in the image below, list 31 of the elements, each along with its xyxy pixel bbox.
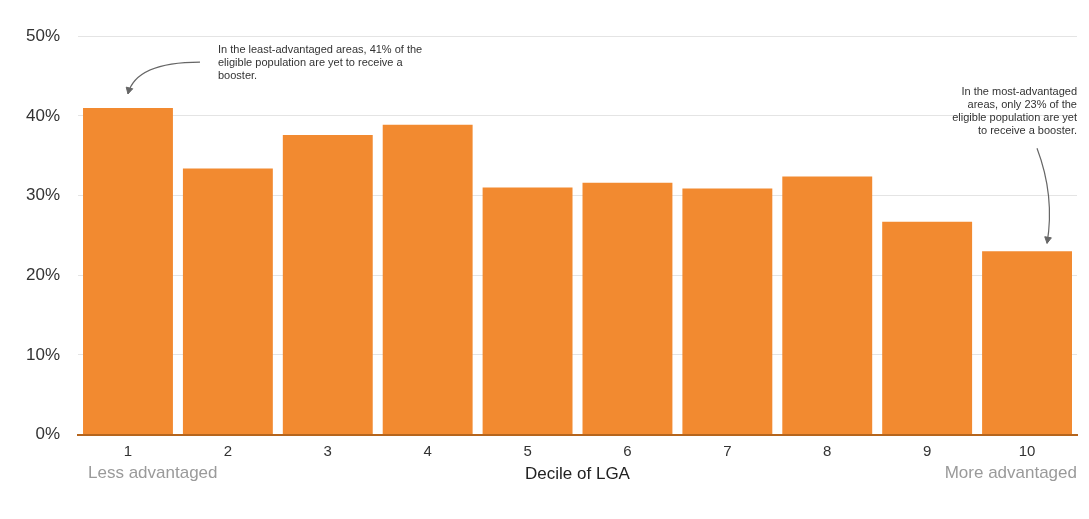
text: Less advantaged [88, 462, 218, 482]
annotation: In the least-advantaged areas, 41% of the eligible population are yet to receive a booster. [217, 42, 423, 81]
x-tick-label: 9 [922, 441, 932, 459]
x-tick-label: 6 [623, 441, 632, 459]
bar [982, 251, 1073, 435]
bar [182, 168, 273, 435]
x-tick-label: 4 [423, 441, 432, 459]
bar [382, 124, 473, 435]
x-tick-label: 3 [323, 441, 332, 459]
x-tick-label: 5 [523, 441, 532, 459]
x-tick-label: 10 [1018, 441, 1036, 459]
y-tick-label: 0% [35, 424, 61, 444]
y-tick-label: 10% [25, 344, 61, 364]
text: More advantaged [944, 462, 1077, 482]
bar [83, 107, 173, 435]
y-tick-label: 30% [25, 185, 61, 205]
x-tick-label: 7 [723, 441, 732, 459]
annotation: In the most-advantaged areas, only 23% of the eligible population are yet to receive a booster. [952, 84, 1077, 136]
bar [482, 187, 573, 435]
y-tick-label: 50% [25, 25, 61, 45]
bar [282, 135, 373, 435]
y-tick-label: 40% [25, 105, 61, 125]
bar [682, 188, 773, 435]
y-tick-label: 20% [25, 264, 61, 284]
bar [582, 182, 673, 435]
x-tick-label: 8 [823, 441, 832, 459]
bar [782, 176, 873, 435]
x-tick-label: 2 [223, 441, 233, 459]
x-tick-label: 1 [123, 441, 133, 459]
x-axis-title: Decile of LGA [525, 464, 631, 484]
bar [882, 221, 973, 435]
